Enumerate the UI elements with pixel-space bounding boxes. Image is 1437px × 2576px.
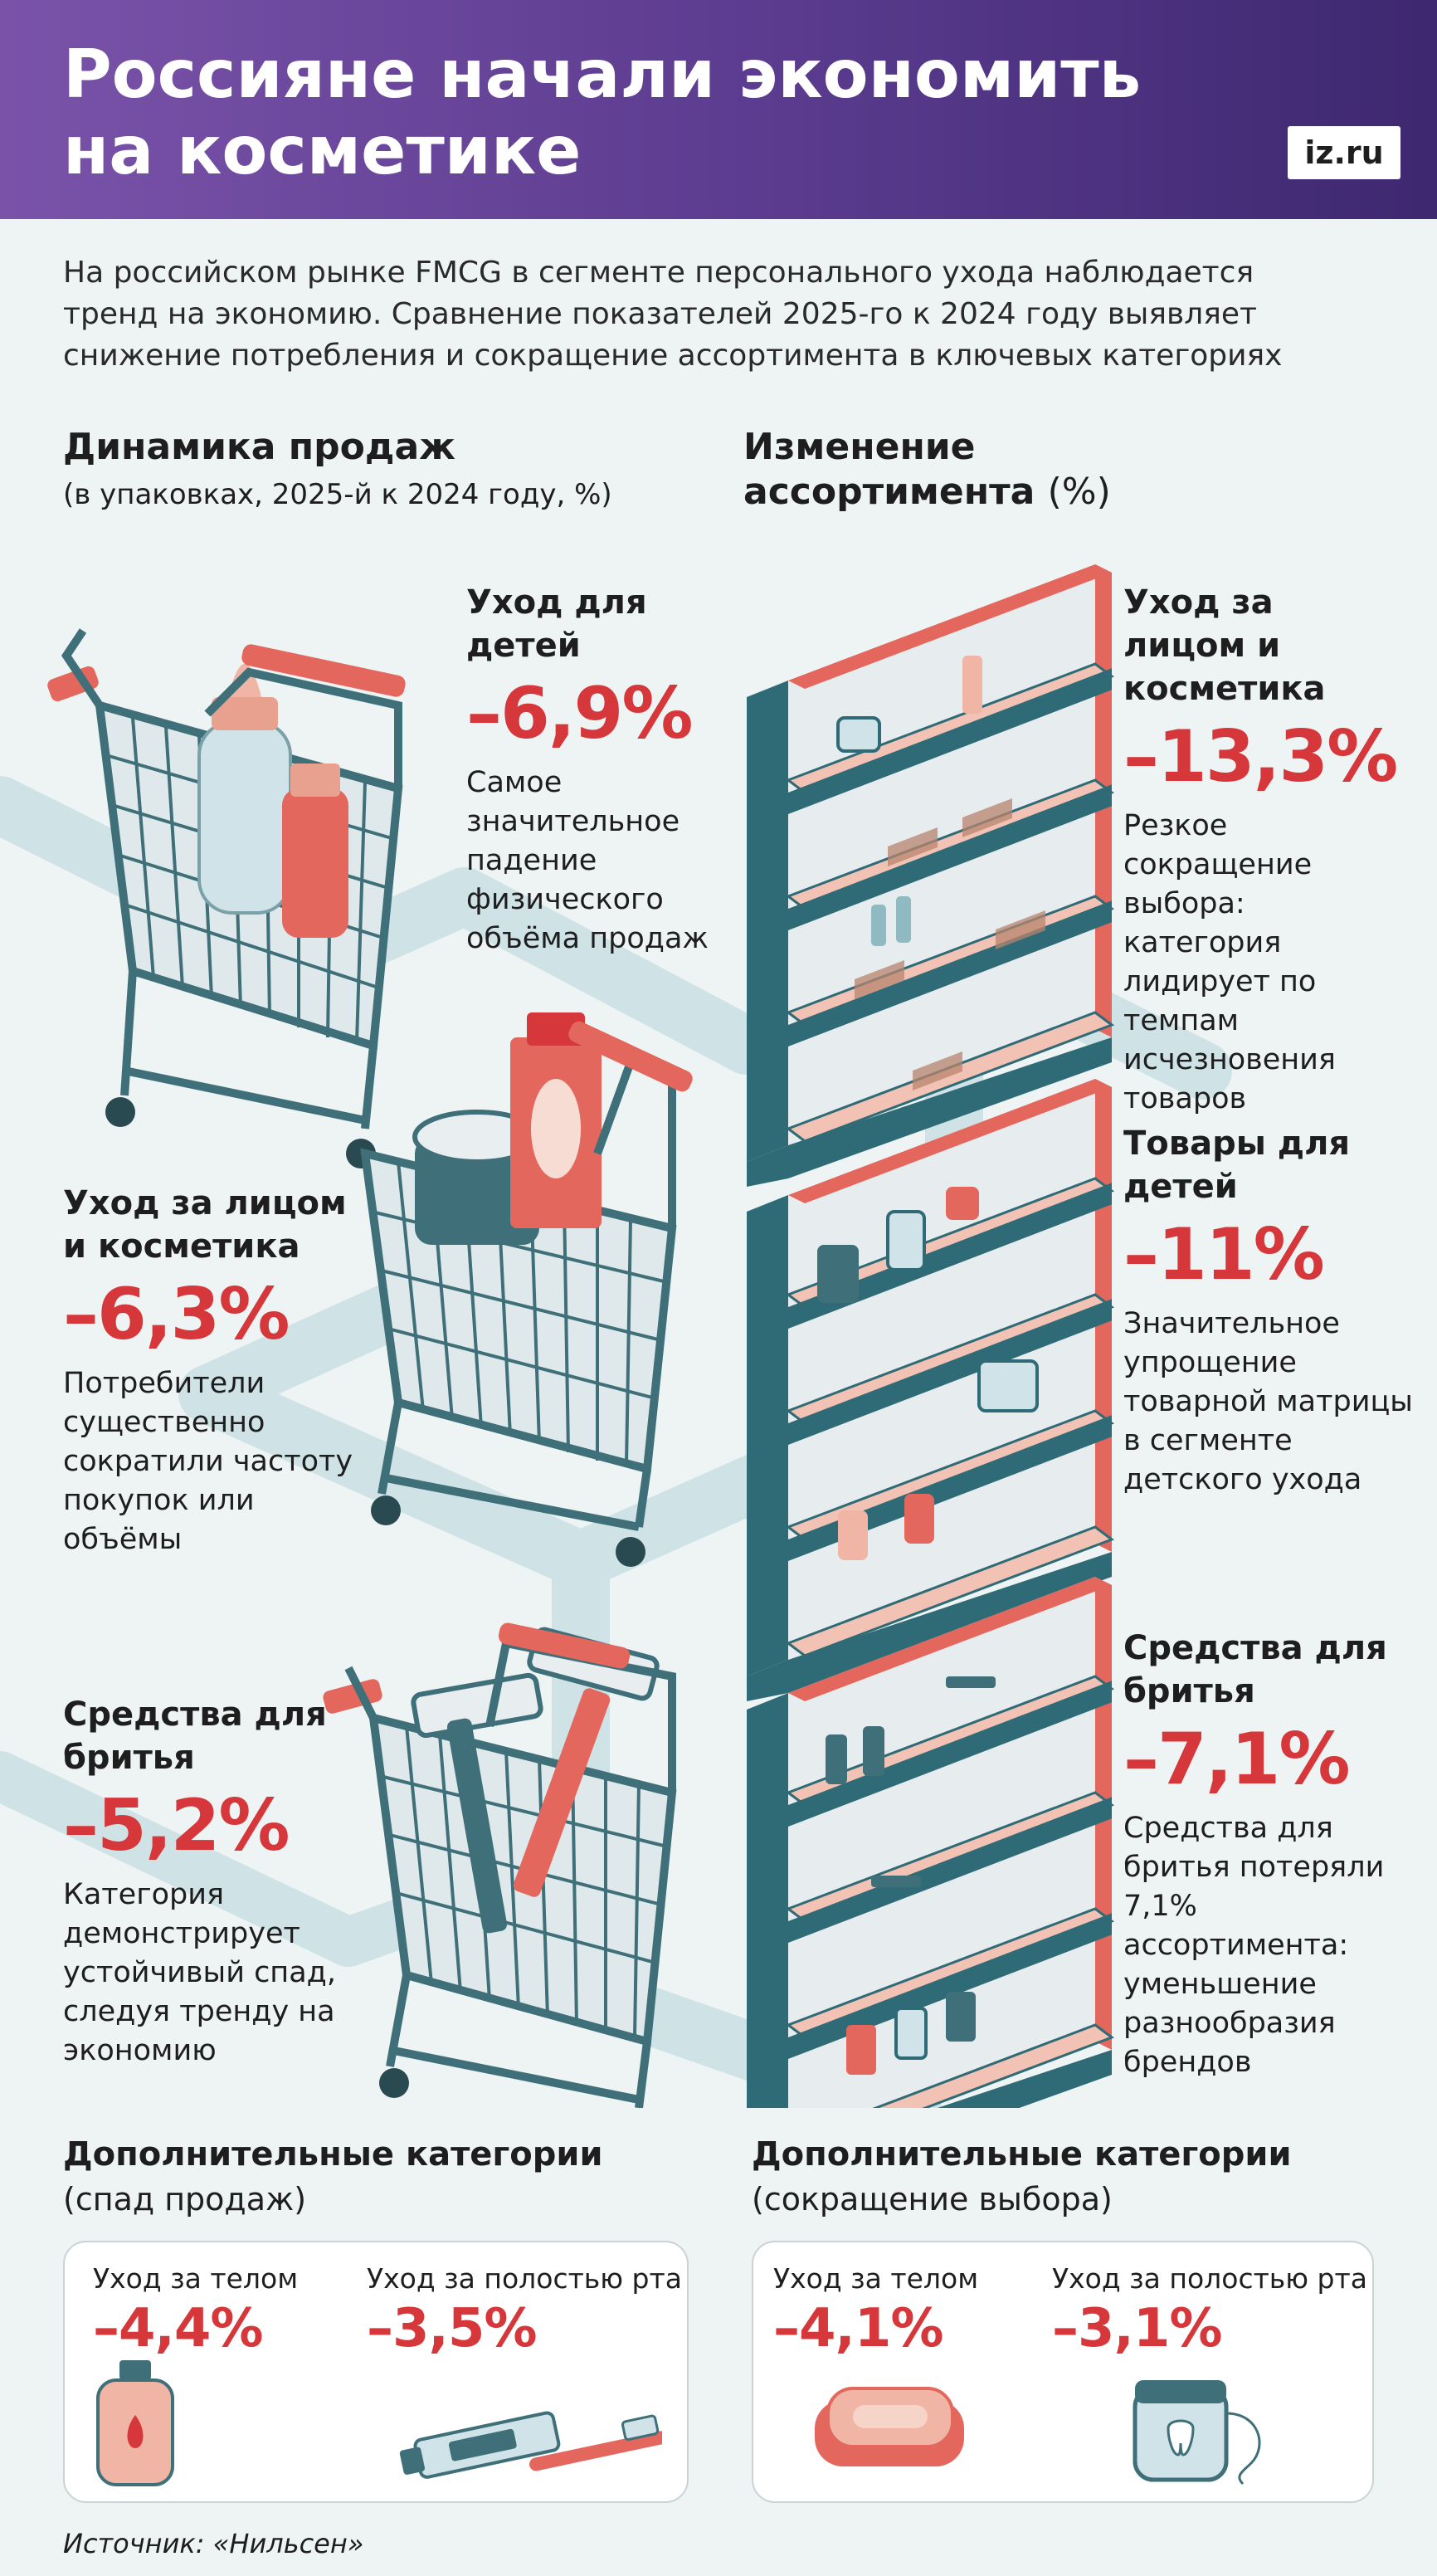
sales-item-description: Самое значительное падение физического о… xyxy=(466,766,709,955)
mini-label: Уход за полостью рта xyxy=(367,2262,682,2295)
assortment-item-description: Средства для бритья потеряли 7,1% ассорт… xyxy=(1123,1812,1385,2079)
intro-text: На российском рынке FMCG в сегменте перс… xyxy=(63,256,1283,373)
sales-item-baby-care: Уход для детей –6,9% Самое значительное … xyxy=(466,581,740,959)
assortment-item-description: Значительное упрощение товарной матрицы … xyxy=(1123,1307,1413,1496)
assortment-item-category: Средства для бритья xyxy=(1123,1629,1387,1710)
assortment-heading: Изменение ассортимента (%) xyxy=(743,425,1158,515)
mini-value: –4,4% xyxy=(93,2298,264,2359)
soap-icon xyxy=(815,2387,964,2466)
body-lotion-icon xyxy=(96,2360,174,2486)
sales-item-value: –5,2% xyxy=(63,1784,290,1867)
sales-item-description: Категория демонстрирует устойчивый спад,… xyxy=(63,1878,336,2067)
sales-heading: Динамика продаж xyxy=(63,426,455,468)
additional-sales-subheading: (спад продаж) xyxy=(63,2181,307,2217)
title-line-1: Россияне начали экономить xyxy=(63,36,1142,113)
additional-assortment-item-body: Уход за телом –4,1% xyxy=(773,2261,978,2360)
title-line-2: на косметике xyxy=(63,112,582,189)
assortment-item-category: Уход за лицом и косметика xyxy=(1123,583,1326,708)
mini-value: –4,1% xyxy=(773,2298,944,2359)
iz-logo[interactable]: iz.ru xyxy=(1288,126,1400,179)
source-note: Источник: «Нильсен» xyxy=(63,2528,364,2559)
page-title: Россияне начали экономить на косметике xyxy=(63,37,1225,189)
sales-item-value: –6,9% xyxy=(466,672,694,755)
sales-item-face-care: Уход за лицом и косметика –6,3% Потребит… xyxy=(63,1182,362,1559)
sales-item-description: Потребители существенно сократили частот… xyxy=(63,1367,353,1556)
additional-sales-card: Уход за телом –4,4% Уход за полостью рта… xyxy=(63,2241,689,2503)
assortment-item-category: Товары для детей xyxy=(1123,1125,1351,1206)
mini-value: –3,5% xyxy=(367,2298,537,2359)
additional-assortment-item-oral: Уход за полостью рта –3,1% xyxy=(1052,2261,1367,2360)
assortment-item-description: Резкое сокращение выбора: категория лиди… xyxy=(1123,809,1336,1115)
sales-item-category: Средства для бритья xyxy=(63,1695,327,1777)
additional-sales-item-body: Уход за телом –4,4% xyxy=(93,2261,298,2360)
shopping-cart-icon xyxy=(323,1622,677,2108)
dental-floss-icon xyxy=(1133,2380,1261,2486)
sales-item-category: Уход за лицом и косметика xyxy=(63,1184,347,1266)
additional-assortment-card: Уход за телом –4,1% Уход за полостью рта… xyxy=(752,2241,1374,2503)
store-shelf-icon xyxy=(747,564,1115,1187)
additional-assortment-subheading: (сокращение выбора) xyxy=(752,2181,1113,2217)
mini-value: –3,1% xyxy=(1052,2298,1222,2359)
assortment-item-value: –13,3% xyxy=(1123,715,1398,798)
illustration-scene xyxy=(0,564,1232,2108)
assortment-item-baby-goods: Товары для детей –11% Значительное упрощ… xyxy=(1123,1122,1414,1500)
assortment-unit: (%) xyxy=(1047,471,1111,513)
shopping-cart-icon xyxy=(47,628,406,1168)
additional-assortment-heading: Дополнительные категории xyxy=(752,2135,1292,2174)
assortment-item-value: –11% xyxy=(1123,1213,1325,1296)
toothbrush-icon xyxy=(399,2411,662,2479)
cream-jar-icon xyxy=(412,1012,602,1245)
assortment-item-value: –7,1% xyxy=(1123,1718,1351,1801)
header-banner: Россияне начали экономить на косметике i… xyxy=(0,0,1437,219)
store-shelf-icon xyxy=(747,1079,1115,1701)
additional-sales-heading: Дополнительные категории xyxy=(63,2135,603,2174)
sales-item-value: –6,3% xyxy=(63,1273,290,1356)
store-shelf-icon xyxy=(747,1577,1115,2108)
additional-sales-item-oral: Уход за полостью рта –3,5% xyxy=(367,2261,682,2360)
sales-item-shaving: Средства для бритья –5,2% Категория демо… xyxy=(63,1693,337,2071)
sales-item-category: Уход для детей xyxy=(466,583,647,665)
assortment-item-shaving: Средства для бритья –7,1% Средства для б… xyxy=(1123,1627,1389,2082)
assortment-heading-text: Изменение ассортимента xyxy=(743,426,1035,513)
mini-label: Уход за полостью рта xyxy=(1052,2262,1367,2295)
shopping-cart-icon xyxy=(360,1012,693,1567)
mini-label: Уход за телом xyxy=(773,2262,979,2295)
assortment-item-face-care: Уход за лицом и косметика –13,3% Резкое … xyxy=(1123,581,1405,1119)
mini-label: Уход за телом xyxy=(93,2262,299,2295)
sales-subheading: (в упаковках, 2025-й к 2024 году, %) xyxy=(63,478,612,511)
